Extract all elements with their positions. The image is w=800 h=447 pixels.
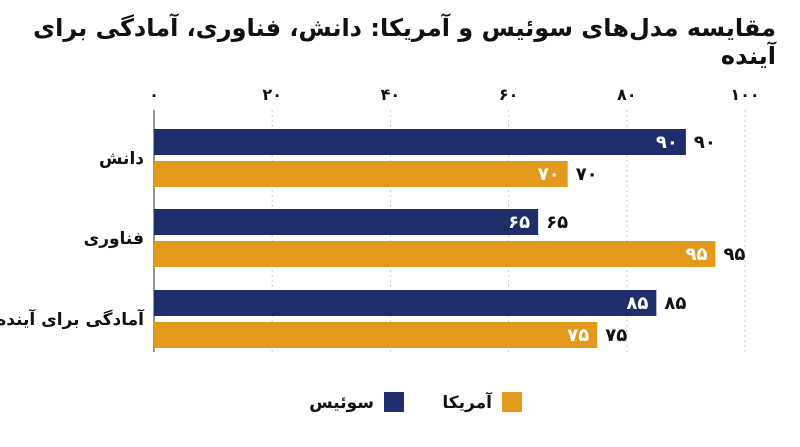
legend-swatch [502,392,522,412]
bar-value-label-inside: ۷۰ [538,164,560,185]
bar-value-label: ۸۵ [664,293,686,314]
x-tick-label: ۱۰۰ [730,85,759,104]
bar-value-label: ۷۵ [605,325,627,346]
legend-label: سوئیس [309,393,374,413]
bar-value-label-inside: ۹۰ [656,132,678,153]
x-tick-label: ۶۰ [499,85,519,104]
bar-value-label: ۷۰ [576,164,598,185]
x-tick-label: ۸۰ [617,85,637,104]
bar-value-label: ۶۵ [546,212,568,233]
bar [154,209,539,235]
bar-value-label: ۹۵ [723,244,745,265]
x-tick-label: ۰ [149,85,159,104]
bar [154,322,598,348]
bar-value-label-inside: ۷۵ [567,325,589,346]
bar [154,241,716,267]
bar [154,161,568,187]
legend-swatch [384,392,404,412]
category-label: فناوری [84,229,144,249]
chart-title: مقایسه مدل‌های سوئیس و آمریکا: دانش، فنا… [33,14,776,70]
bar-value-label: ۹۰ [694,132,716,153]
legend-label: آمریکا [442,391,493,413]
bar-value-label-inside: ۶۵ [508,212,530,233]
bar-value-label-inside: ۸۵ [626,293,648,314]
category-label: آمادگی برای آینده [0,308,145,330]
x-tick-label: ۴۰ [381,85,401,104]
category-label: دانش [99,149,144,169]
bar [154,290,657,316]
bar [154,129,686,155]
x-tick-label: ۲۰ [262,85,282,104]
bar-value-label-inside: ۹۵ [685,244,707,265]
